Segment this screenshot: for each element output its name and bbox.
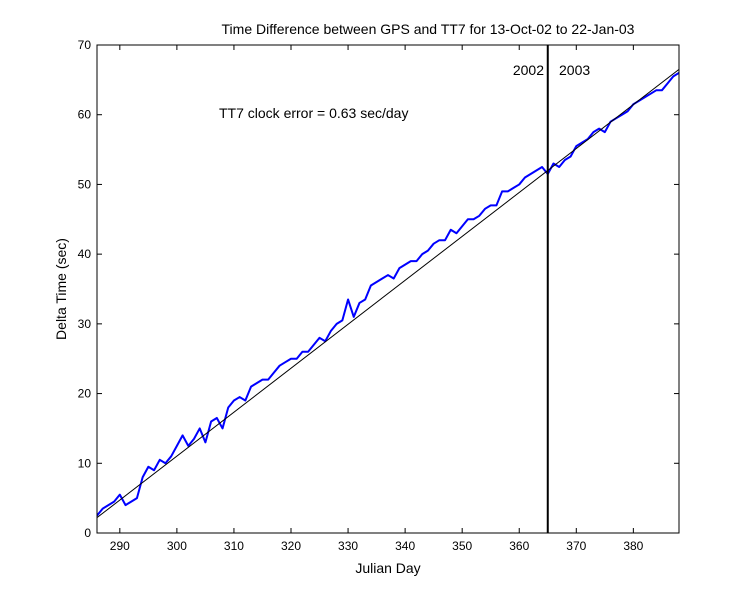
axis-layer: 290 300 310 320 330 340 350 360 370 380 0 10 20 30 40 5… <box>78 38 679 553</box>
x-tick-label: 330 <box>338 539 358 553</box>
x-tick-label: 320 <box>281 539 301 553</box>
plot-area <box>97 45 679 533</box>
x-tick-label: 300 <box>167 539 187 553</box>
y-tick-label: 20 <box>78 387 92 401</box>
x-tick-label: 380 <box>623 539 643 553</box>
x-tick-label: 360 <box>509 539 529 553</box>
y-tick-label: 60 <box>78 108 92 122</box>
year-2002-label: 2002 <box>513 62 544 78</box>
y-tick-label: 50 <box>78 177 92 191</box>
y-tick-label: 40 <box>78 247 92 261</box>
y-axis-title: Delta Time (sec) <box>53 238 69 340</box>
series-line-measured <box>97 72 679 517</box>
x-tick-label: 290 <box>110 539 130 553</box>
y-tick-label: 10 <box>78 456 92 470</box>
clock-error-annotation: TT7 clock error = 0.63 sec/day <box>219 105 408 121</box>
y-tick-label: 30 <box>78 317 92 331</box>
x-axis-title: Julian Day <box>355 560 420 576</box>
y-tick-label: 0 <box>84 526 91 540</box>
plot-frame <box>96 44 680 534</box>
series-line-fit <box>97 69 679 519</box>
series-layer <box>97 69 679 519</box>
x-tick-label: 370 <box>566 539 586 553</box>
x-tick-label: 310 <box>224 539 244 553</box>
x-tick-label: 350 <box>452 539 472 553</box>
year-2003-label: 2003 <box>559 62 590 78</box>
chart-title: Time Difference between GPS and TT7 for … <box>222 21 635 37</box>
y-tick-label: 70 <box>78 38 92 52</box>
x-tick-label: 340 <box>395 539 415 553</box>
